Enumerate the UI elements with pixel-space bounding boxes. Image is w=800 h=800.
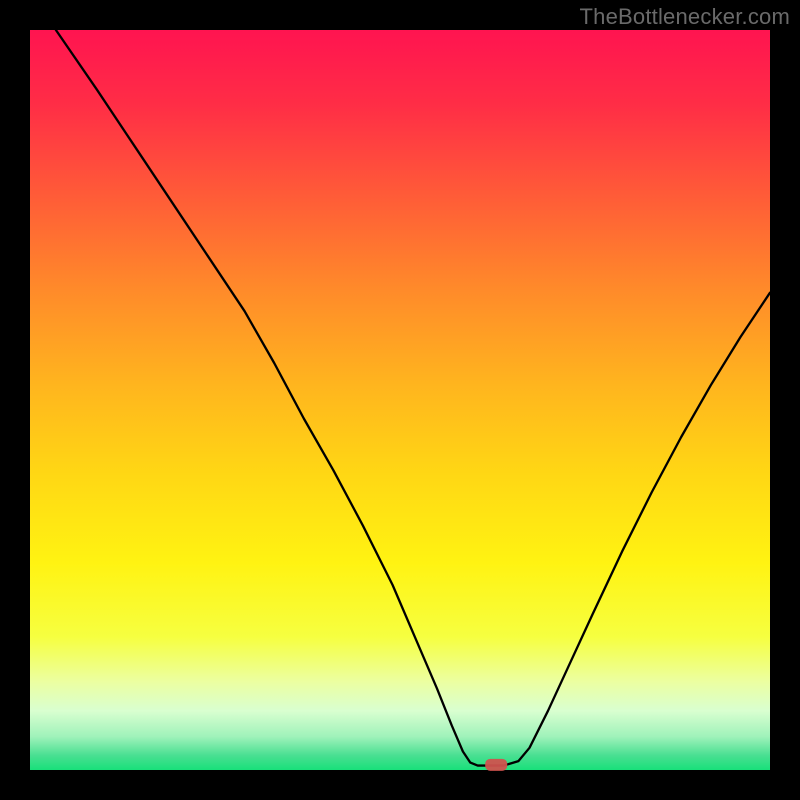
bottleneck-chart: TheBottlenecker.com	[0, 0, 800, 800]
plot-background	[30, 30, 770, 770]
optimum-marker	[485, 759, 507, 771]
chart-svg	[0, 0, 800, 800]
watermark-text: TheBottlenecker.com	[580, 4, 790, 30]
